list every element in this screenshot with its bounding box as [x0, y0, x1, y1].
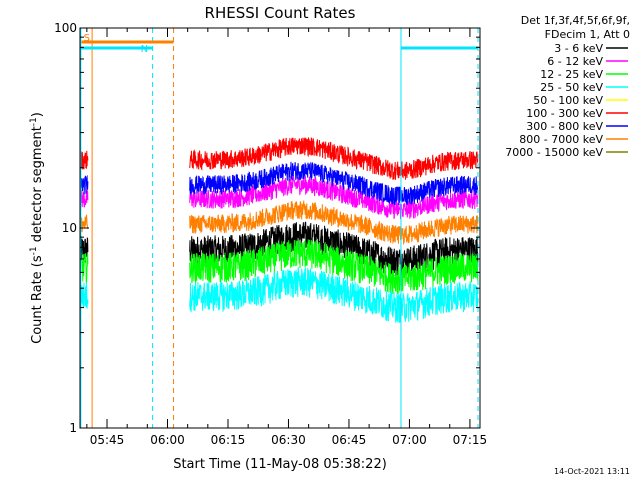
y-tick-label: 100 [54, 21, 77, 35]
y-axis-label-part3: ) [30, 112, 45, 117]
y-tick-label: 10 [62, 221, 77, 235]
y-axis-label: Count Rate (s-1 detector segment-1) [29, 112, 45, 344]
legend-label: 100 - 300 keV [526, 107, 603, 120]
legend: Det 1f,3f,4f,5f,6f,9f, FDecim 1, Att 0 3… [505, 14, 630, 159]
footer-timestamp: 14-Oct-2021 13:11 [554, 467, 630, 476]
x-tick-label: 06:45 [332, 433, 367, 447]
y-axis-label-exp2: -1 [29, 117, 39, 126]
legend-label: 800 - 7000 keV [519, 133, 603, 146]
x-tick-label: 06:15 [211, 433, 246, 447]
series-line-segment [189, 161, 479, 206]
x-tick-label: 06:00 [150, 433, 185, 447]
legend-label: 7000 - 15000 keV [505, 146, 603, 159]
legend-header-line1: Det 1f,3f,4f,5f,6f,9f, [521, 14, 630, 27]
series-line-segment [189, 239, 479, 295]
series-line-segment [189, 200, 479, 245]
legend-label: 12 - 25 keV [540, 68, 603, 81]
series-line-segment [189, 267, 479, 324]
y-axis-label-part2: detector segment [30, 126, 45, 246]
series-line-segment [189, 137, 479, 180]
legend-label: 50 - 100 keV [533, 94, 603, 107]
series-line-segment [189, 175, 479, 220]
legend-label: 6 - 12 keV [547, 55, 603, 68]
state-flag-label: S [84, 33, 90, 44]
chart-title: RHESSI Count Rates [205, 4, 356, 22]
x-tick-label: 05:45 [90, 433, 125, 447]
y-tick-label: 1 [69, 421, 77, 435]
x-axis-label: Start Time (11-May-08 05:38:22) [173, 457, 387, 472]
legend-label: 25 - 50 keV [540, 81, 603, 94]
series-line-segment [189, 221, 479, 279]
legend-label: 3 - 6 keV [554, 42, 603, 55]
x-tick-label: 07:00 [392, 433, 427, 447]
legend-header-line2: FDecim 1, Att 0 [545, 28, 630, 41]
axis-layer: 1 10 100 05:45 06:00 06:15 06:30 06:45 07:00 07:1… [54, 21, 487, 447]
y-axis-label-exp1: -1 [29, 246, 39, 255]
x-tick-label: 07:15 [453, 433, 488, 447]
legend-label: 300 - 800 keV [526, 120, 603, 133]
y-axis-label-part1: Count Rate (s [30, 255, 45, 344]
x-tick-label: 06:30 [271, 433, 306, 447]
state-flag-label: N [141, 44, 148, 55]
